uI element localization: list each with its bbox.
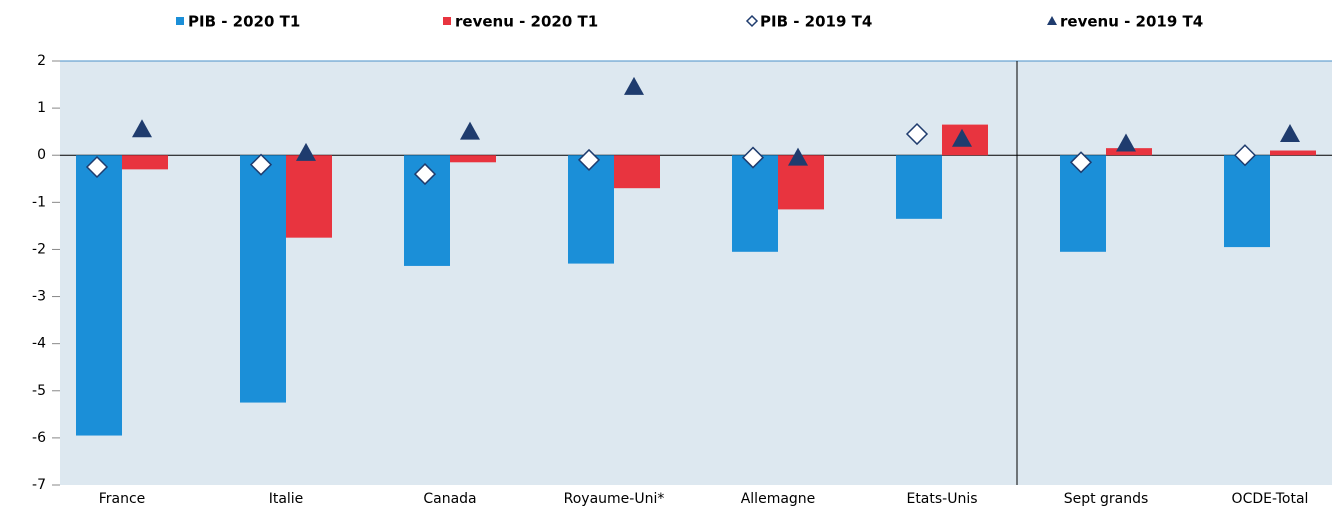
x-tick-label: Italie [269, 491, 304, 507]
legend-label: revenu - 2019 T4 [1060, 13, 1203, 31]
diamond-marker [577, 148, 601, 171]
diamond-marker [249, 153, 273, 176]
triangle-marker [1280, 124, 1300, 143]
bar [450, 155, 496, 163]
x-tick-label: Royaume-Uni* [564, 491, 665, 507]
triangle-marker [952, 128, 972, 147]
triangle-marker [788, 147, 808, 166]
triangle-marker [296, 142, 316, 161]
triangle-marker [1116, 133, 1136, 152]
y-tick-label: 2 [37, 53, 46, 69]
bar [76, 155, 122, 436]
legend-swatch [176, 17, 184, 25]
triangle-marker [132, 119, 152, 138]
y-tick-label: -1 [32, 194, 46, 210]
diamond-marker [745, 14, 759, 28]
diamond-marker [1069, 151, 1093, 174]
legend-swatch [443, 17, 451, 25]
x-tick-label: Etats-Unis [906, 491, 977, 507]
bar [568, 155, 614, 264]
x-tick-label: France [99, 491, 146, 507]
legend-label: revenu - 2020 T1 [455, 13, 598, 31]
triangle-marker [624, 76, 644, 95]
diamond-marker [413, 163, 437, 186]
bar [1106, 148, 1152, 156]
bar [1270, 150, 1316, 156]
bar [240, 155, 286, 403]
bar [286, 155, 332, 238]
y-tick-label: -6 [32, 430, 46, 446]
y-tick-label: 0 [37, 147, 46, 163]
bar [1224, 155, 1270, 248]
triangle-marker [1047, 16, 1057, 25]
x-tick-label: Allemagne [741, 491, 816, 507]
y-tick-label: -3 [32, 289, 46, 305]
legend-label: PIB - 2020 T1 [188, 13, 300, 31]
diamond-marker [741, 146, 765, 169]
bar [732, 155, 778, 252]
diamond-marker [905, 122, 929, 146]
bar [896, 155, 942, 219]
diamond-marker [85, 155, 109, 179]
x-tick-label: OCDE-Total [1232, 491, 1309, 507]
y-tick-label: -5 [32, 383, 46, 399]
y-tick-label: -4 [32, 336, 46, 352]
legend-label: PIB - 2019 T4 [760, 13, 872, 31]
triangle-marker [460, 121, 480, 140]
bar [122, 155, 168, 170]
y-tick-label: -7 [32, 477, 46, 493]
y-tick-label: 1 [37, 100, 46, 116]
diamond-marker [1233, 144, 1257, 167]
y-tick-label: -2 [32, 241, 46, 257]
x-tick-label: Sept grands [1064, 491, 1149, 507]
bar [614, 155, 660, 189]
x-tick-label: Canada [423, 491, 476, 507]
